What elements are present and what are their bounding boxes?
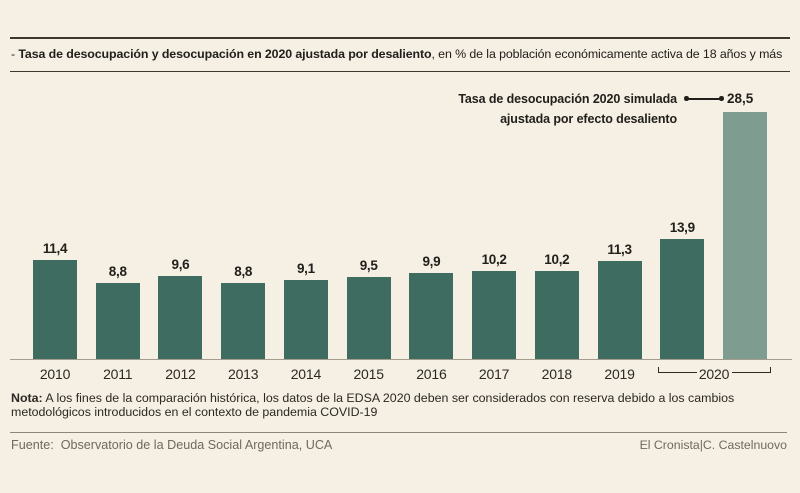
x-axis-label-2019: 2019 (604, 366, 635, 382)
x-axis-label-2015: 2015 (353, 366, 384, 382)
bar-2019 (597, 261, 642, 359)
bar-value-label: 10,2 (481, 251, 507, 267)
bar-value-label: 13,9 (669, 219, 695, 235)
bar-2010 (33, 260, 77, 359)
x-axis-label-2018: 2018 (541, 366, 573, 382)
title-subtitle: , en % de la población económicamente ac… (431, 47, 783, 61)
title-rule-bottom (10, 71, 790, 73)
bar-value-label: 8,8 (108, 263, 127, 279)
note-label: Nota: (11, 391, 43, 405)
bar-2012 (158, 275, 203, 359)
bar-2014 (283, 280, 328, 359)
bar-2011 (95, 282, 140, 359)
credit-text: El Cronista|C. Castelnuovo (639, 438, 787, 452)
note-body1: A los fines de la comparación histórica,… (42, 391, 735, 405)
bar-2017 (472, 270, 517, 359)
bar-value-label: 10,2 (544, 251, 570, 267)
title-rule-top (10, 37, 790, 39)
title-main: Tasa de desocupación y desocupación en 2… (18, 47, 432, 61)
x-axis-label-2014: 2014 (290, 366, 322, 382)
x-axis-label-2011: 2011 (103, 366, 133, 382)
year-2020-bracket-left (658, 367, 697, 373)
title-bullet: - (11, 47, 19, 61)
note-line1: Nota: A los fines de la comparación hist… (11, 391, 734, 405)
bar-value-label: 9,6 (171, 256, 190, 272)
annotation-line2: ajustada por efecto desaliento (500, 111, 677, 126)
bar-value-label: 9,9 (422, 254, 441, 270)
x-axis-label-2016: 2016 (416, 366, 447, 382)
chart-title: - Tasa de desocupación y desocupación en… (11, 47, 800, 61)
bar-2015 (346, 276, 391, 359)
note-line2: metodológicos introducidos en el context… (11, 405, 378, 419)
simulated-rate-value: 28,5 (727, 91, 754, 106)
bar-value-label: 11,4 (42, 241, 68, 257)
bar-value-label: 9,5 (359, 257, 378, 273)
x-axis-label-2010: 2010 (39, 366, 71, 382)
source-text: Fuente: Observatorio de la Deuda Social … (11, 438, 333, 452)
bar-2013 (221, 282, 266, 359)
annotation-arrow-dot-right (719, 96, 724, 101)
bar-value-label: 8,8 (234, 263, 253, 279)
year-2020-bracket-right (732, 367, 771, 373)
x-axis-label-2020: 2020 (698, 366, 730, 382)
x-axis-line (10, 358, 792, 360)
annotation-arrow-dot-left (684, 96, 689, 101)
bar-2018 (534, 270, 579, 359)
annotation-arrow-line (686, 98, 722, 100)
annotation-line1: Tasa de desocupación 2020 simulada (458, 92, 677, 106)
simulated-rate-annotation: Tasa de desocupación 2020 simulada ajust… (458, 90, 677, 129)
bar-2016 (409, 273, 454, 359)
footer-rule (10, 432, 787, 433)
x-axis-label-2017: 2017 (478, 366, 510, 382)
bar-value-label: 9,1 (296, 261, 315, 277)
bar-2020 simulada ajustada por desaliento (723, 111, 768, 359)
bar-2020 (660, 238, 705, 359)
note-text: Nota: A los fines de la comparación hist… (11, 391, 734, 419)
x-axis-label-2013: 2013 (228, 366, 259, 382)
bar-value-label: 11,3 (607, 242, 632, 258)
x-axis-label-2012: 2012 (165, 366, 196, 382)
